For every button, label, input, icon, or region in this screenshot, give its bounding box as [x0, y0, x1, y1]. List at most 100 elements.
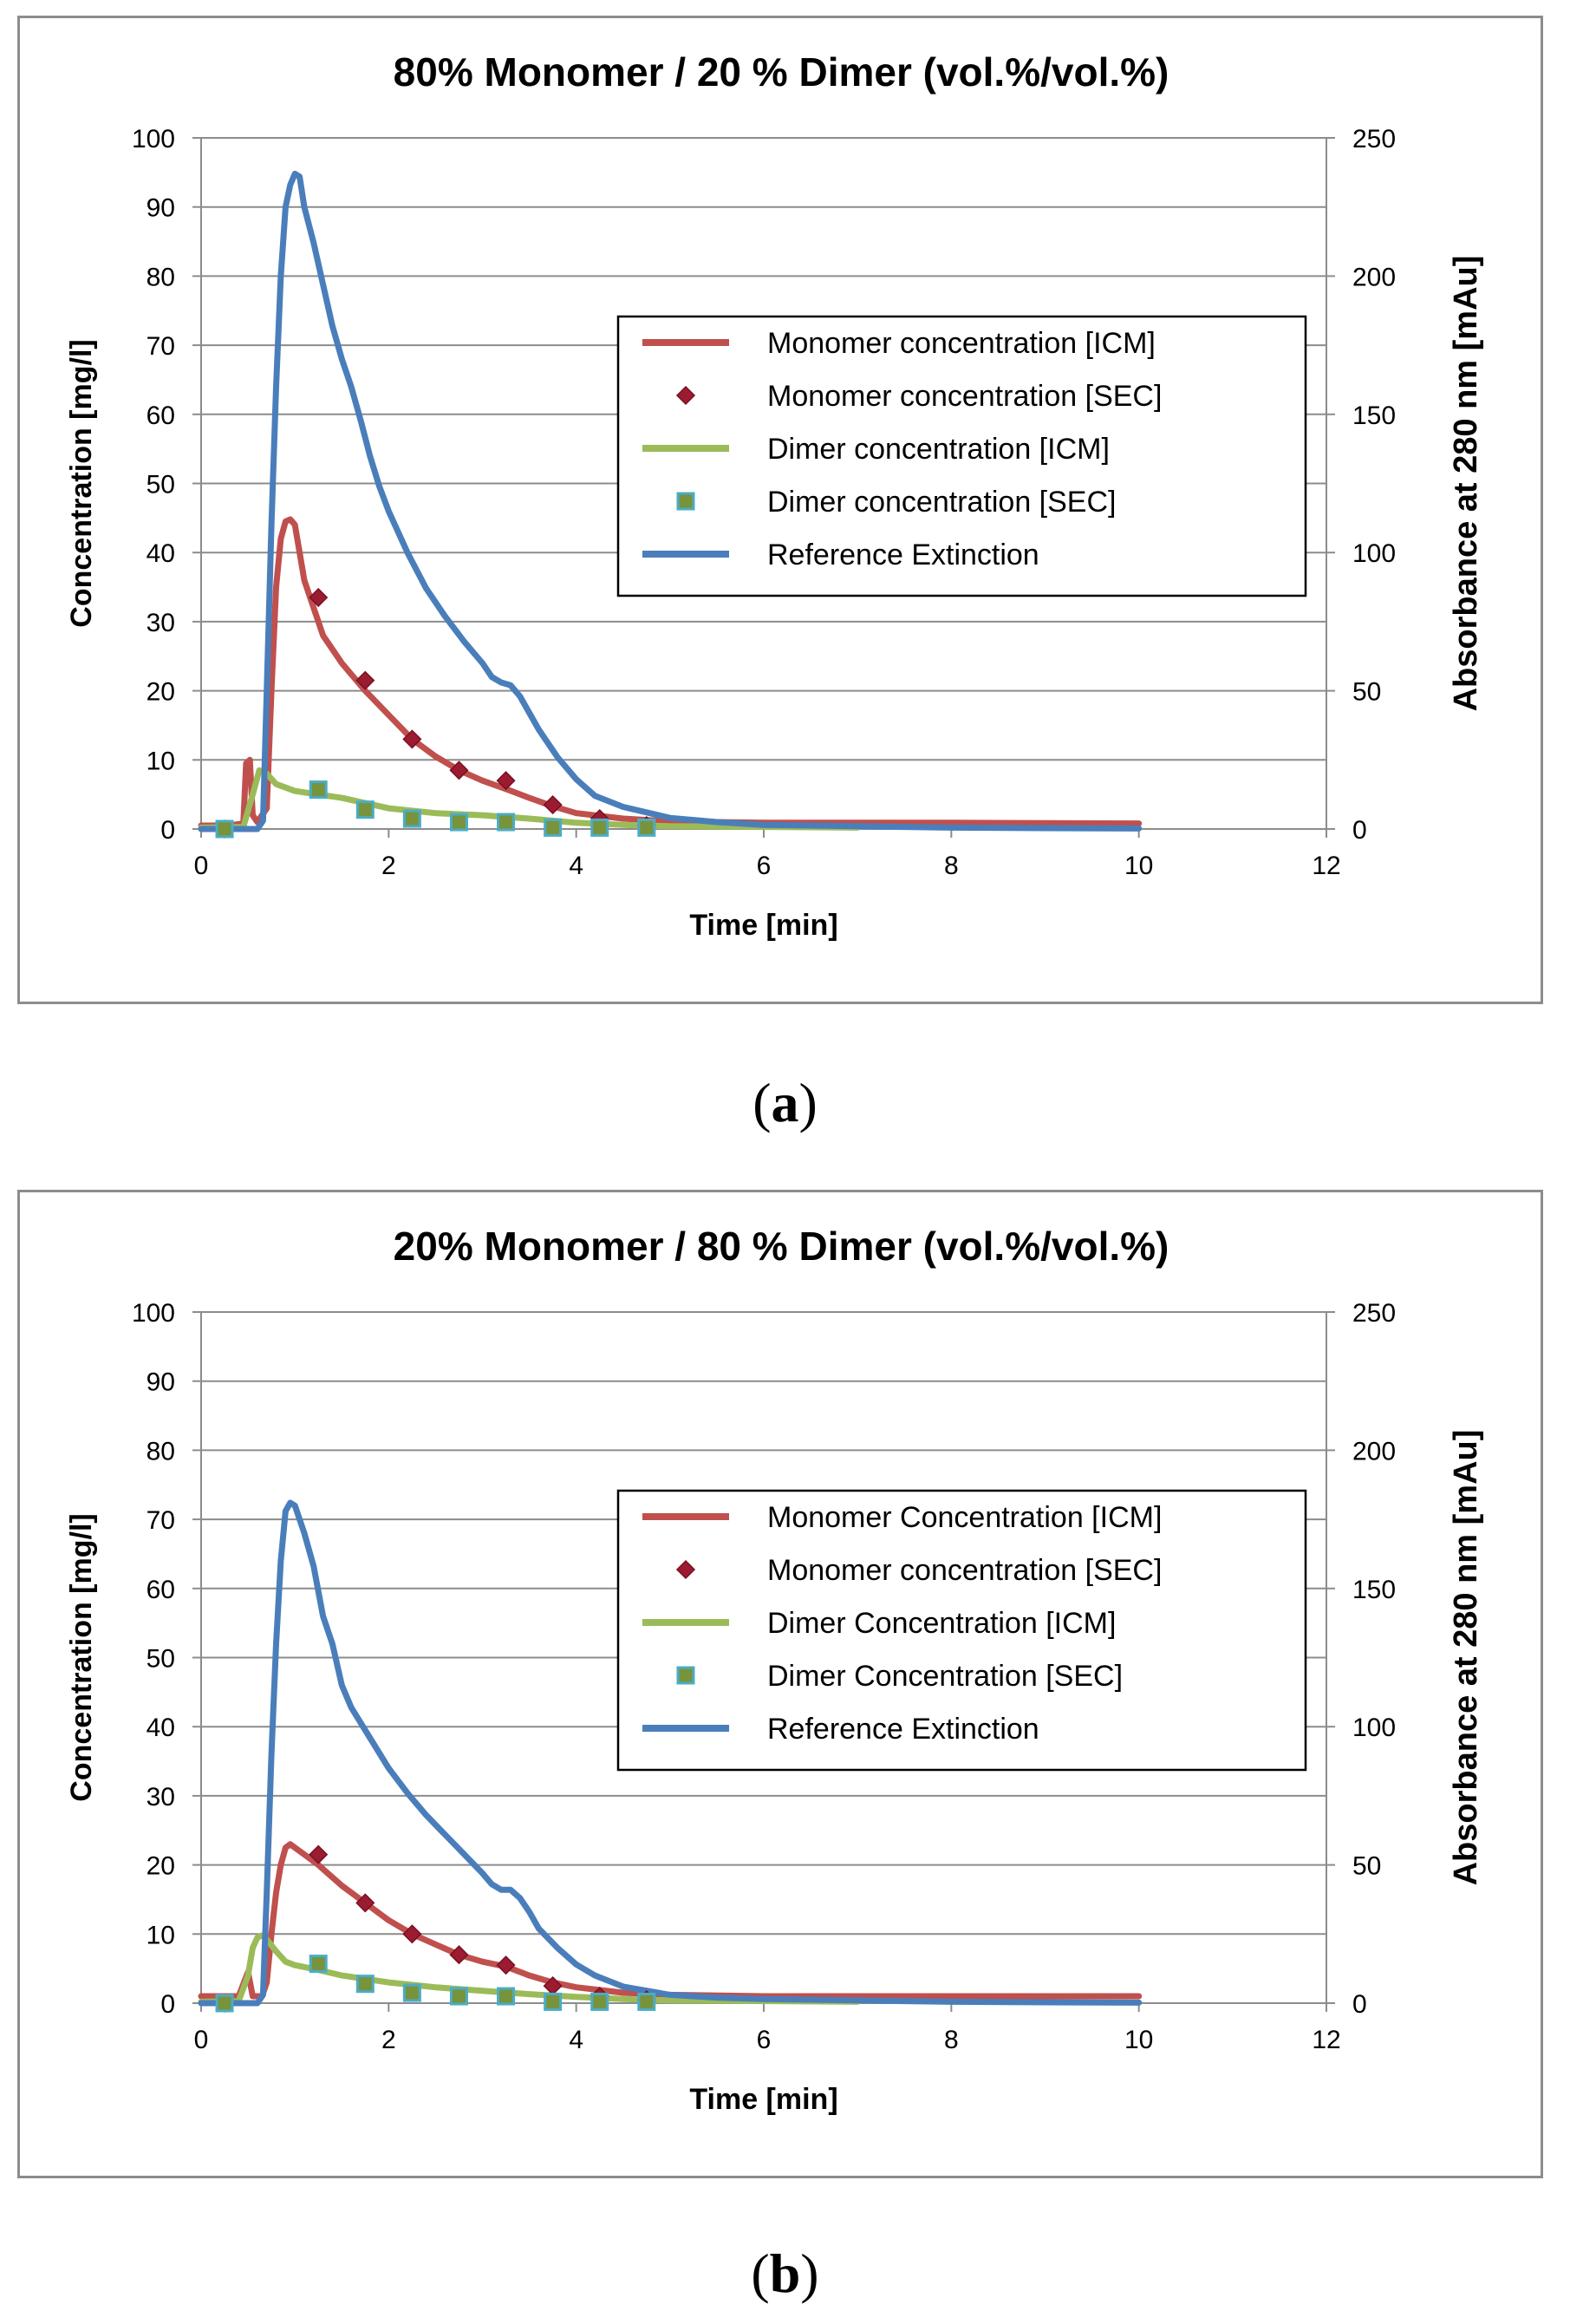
y-tick-label-right: 200 [1352, 1437, 1396, 1466]
chart-b: 20% Monomer / 80 % Dimer (vol.%/vol.%)01… [65, 1224, 1484, 2116]
legend-swatch-diamond [675, 385, 696, 406]
data-point-square [355, 1975, 375, 1994]
y-tick-label-left: 20 [147, 1852, 175, 1881]
y-tick-label-left: 80 [147, 263, 175, 291]
data-point-diamond [449, 761, 469, 780]
panel-label-b-letter: b [769, 2242, 801, 2304]
data-point-diamond [449, 1945, 469, 1965]
y-tick-label-left: 70 [147, 332, 175, 361]
x-tick-label: 2 [381, 852, 396, 880]
data-point-square [449, 813, 468, 832]
data-point-square [215, 1994, 234, 2013]
y-tick-label-left: 20 [147, 678, 175, 707]
y-tick-label-right: 50 [1352, 1852, 1381, 1881]
legend-box [616, 1489, 1307, 1772]
y-axis-label-left: Concentration [mg/l] [65, 339, 98, 627]
x-axis-label: Time [min] [689, 2083, 837, 2116]
y-tick-label-right: 0 [1352, 1990, 1367, 2019]
y-tick-label-left: 40 [147, 539, 175, 568]
data-point-square [590, 818, 609, 837]
x-tick-label: 10 [1124, 2026, 1153, 2054]
y-tick-label-left: 10 [147, 1921, 175, 1949]
x-tick-label: 8 [944, 852, 959, 880]
chart-title: 80% Monomer / 20 % Dimer (vol.%/vol.%) [394, 49, 1169, 95]
y-tick-label-left: 60 [147, 401, 175, 430]
y-tick-label-left: 30 [147, 609, 175, 637]
x-tick-label: 6 [757, 852, 772, 880]
x-tick-label: 4 [569, 852, 583, 880]
data-point-square [449, 1987, 468, 2006]
legend-label: Dimer Concentration [ICM] [767, 1607, 1116, 1640]
data-point-square [544, 818, 563, 837]
y-tick-label-left: 40 [147, 1714, 175, 1742]
y-tick-label-left: 30 [147, 1783, 175, 1812]
x-tick-label: 8 [944, 2026, 959, 2054]
y-tick-label-right: 50 [1352, 678, 1381, 707]
y-tick-label-left: 60 [147, 1576, 175, 1604]
plot-area [198, 1499, 1143, 2014]
legend-swatch-diamond [675, 1559, 696, 1580]
data-point-square [497, 813, 516, 832]
series-line-2 [198, 767, 861, 831]
x-tick-label: 4 [569, 2026, 583, 2054]
x-tick-label: 10 [1124, 852, 1153, 880]
legend-label: Dimer concentration [SEC] [767, 486, 1117, 519]
x-tick-label: 0 [194, 2026, 209, 2054]
y-tick-label-right: 0 [1352, 816, 1367, 845]
y-tick-label-right: 150 [1352, 401, 1396, 430]
x-tick-label: 0 [194, 852, 209, 880]
data-point-diamond [309, 1844, 329, 1864]
y-tick-label-right: 250 [1352, 1299, 1396, 1328]
data-point-square [215, 819, 234, 839]
data-point-diamond [496, 1955, 516, 1975]
y-axis-label-left: Concentration [mg/l] [65, 1513, 98, 1801]
data-point-diamond [309, 587, 329, 608]
legend-label: Monomer concentration [SEC] [767, 1554, 1162, 1587]
series-line-2 [198, 1932, 861, 2005]
legend-swatch-square [676, 492, 695, 511]
data-point-square [402, 809, 421, 828]
y-tick-label-left: 0 [160, 816, 175, 845]
y-tick-label-left: 100 [132, 125, 175, 153]
data-point-square [355, 800, 375, 819]
panel-label-b-close: ) [800, 2242, 819, 2304]
data-point-diamond [496, 771, 516, 791]
y-tick-label-left: 70 [147, 1506, 175, 1535]
x-tick-label: 12 [1312, 2026, 1340, 2054]
y-tick-label-right: 250 [1352, 125, 1396, 153]
plot-area [198, 170, 1143, 839]
chart-title: 20% Monomer / 80 % Dimer (vol.%/vol.%) [394, 1224, 1169, 1269]
chart-panel-a: 80% Monomer / 20 % Dimer (vol.%/vol.%) 0 1… [17, 16, 1543, 1004]
data-point-diamond [355, 670, 375, 690]
data-point-square [637, 1992, 656, 2011]
panel-label-a-letter: a [771, 1072, 799, 1133]
data-point-diamond [543, 795, 563, 815]
data-point-square [309, 1955, 328, 1974]
data-point-diamond [402, 1924, 422, 1944]
legend-label: Monomer concentration [SEC] [767, 380, 1162, 413]
legend-label: Dimer Concentration [SEC] [767, 1660, 1123, 1693]
data-point-diamond [355, 1893, 375, 1913]
y-tick-label-left: 0 [160, 1990, 175, 2019]
y-tick-label-left: 90 [147, 194, 175, 223]
data-point-square [590, 1992, 609, 2011]
y-axis-label-right: Absorbance at 280 nm [mAu] [1448, 1430, 1484, 1886]
y-tick-label-left: 90 [147, 1368, 175, 1397]
legend-label: Monomer Concentration [ICM] [767, 1501, 1162, 1534]
legend-label: Monomer concentration [ICM] [767, 327, 1156, 360]
y-tick-label-left: 50 [147, 471, 175, 499]
x-tick-label: 12 [1312, 852, 1340, 880]
y-tick-label-right: 150 [1352, 1576, 1396, 1604]
panel-label-a-open: ( [752, 1072, 772, 1133]
data-point-square [637, 818, 656, 837]
data-point-square [402, 1983, 421, 2002]
chart-panel-b: 20% Monomer / 80 % Dimer (vol.%/vol.%) 0 1… [17, 1190, 1543, 2178]
legend-label: Reference Extinction [767, 539, 1039, 571]
y-tick-label-right: 100 [1352, 539, 1396, 568]
panel-label-b-open: ( [751, 2242, 770, 2304]
y-tick-label-left: 50 [147, 1645, 175, 1674]
data-point-square [544, 1992, 563, 2011]
legend: Monomer concentration [ICM] Monomer conce… [616, 315, 1307, 597]
legend-label: Dimer concentration [ICM] [767, 433, 1110, 466]
x-tick-label: 2 [381, 2026, 396, 2054]
